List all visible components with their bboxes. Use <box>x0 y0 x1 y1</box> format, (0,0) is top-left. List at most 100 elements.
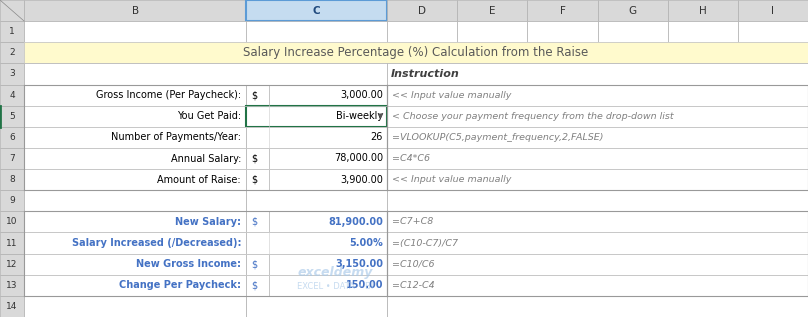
Text: 26: 26 <box>371 133 383 142</box>
Text: Gross Income (Per Paycheck):: Gross Income (Per Paycheck): <box>96 90 241 100</box>
Text: 7: 7 <box>9 154 15 163</box>
Bar <box>0 42 24 63</box>
Bar <box>0 106 24 127</box>
Bar <box>0 275 24 296</box>
Text: H: H <box>699 6 707 16</box>
Bar <box>0 21 24 42</box>
Bar <box>598 21 667 42</box>
Text: 8: 8 <box>9 175 15 184</box>
Text: 11: 11 <box>6 238 18 248</box>
Bar <box>387 275 808 296</box>
Text: E: E <box>489 6 495 16</box>
Text: F: F <box>559 6 566 16</box>
Text: Amount of Raise:: Amount of Raise: <box>158 175 241 184</box>
Bar <box>0 296 24 317</box>
Bar <box>246 232 387 254</box>
Text: 3,000.00: 3,000.00 <box>340 90 383 100</box>
Text: B: B <box>132 6 139 16</box>
Text: Annual Salary:: Annual Salary: <box>170 153 241 164</box>
Text: $: $ <box>250 280 257 290</box>
Text: New Salary:: New Salary: <box>175 217 241 227</box>
Bar <box>24 232 246 254</box>
Bar <box>246 85 268 106</box>
Bar <box>24 148 246 169</box>
Bar <box>246 21 387 42</box>
Bar <box>387 106 808 127</box>
Text: ▼: ▼ <box>378 113 384 119</box>
Bar <box>738 21 808 42</box>
Text: =C4*C6: =C4*C6 <box>392 154 430 163</box>
Bar <box>268 85 387 106</box>
Bar <box>387 211 808 232</box>
Text: 2: 2 <box>9 48 15 57</box>
Bar <box>387 63 808 85</box>
Bar <box>387 254 808 275</box>
Text: Bi-weekly: Bi-weekly <box>336 111 383 121</box>
Text: Salary Increase Percentage (%) Calculation from the Raise: Salary Increase Percentage (%) Calculati… <box>243 46 589 59</box>
Text: You Get Paid:: You Get Paid: <box>177 111 241 121</box>
Text: 14: 14 <box>6 302 18 311</box>
Text: =(C10-C7)/C7: =(C10-C7)/C7 <box>392 238 458 248</box>
Text: 6: 6 <box>9 133 15 142</box>
Bar <box>24 275 246 296</box>
Bar <box>0 85 24 106</box>
Text: =C7+C8: =C7+C8 <box>392 217 433 226</box>
Bar <box>268 211 387 232</box>
Bar <box>24 254 246 275</box>
Text: 9: 9 <box>9 196 15 205</box>
Text: 10: 10 <box>6 217 18 226</box>
Bar <box>0 190 24 211</box>
Bar <box>268 148 387 169</box>
Text: Change Per Paycheck:: Change Per Paycheck: <box>119 280 241 290</box>
Text: =C12-C4: =C12-C4 <box>392 281 435 290</box>
Text: D: D <box>419 6 426 16</box>
Text: << Input value manually: << Input value manually <box>392 175 511 184</box>
Bar <box>387 232 808 254</box>
Text: =VLOOKUP(C5,payment_frequency,2,FALSE): =VLOOKUP(C5,payment_frequency,2,FALSE) <box>392 133 604 142</box>
Text: 5: 5 <box>9 112 15 121</box>
Text: $: $ <box>250 175 257 184</box>
Bar <box>246 0 387 21</box>
Text: 13: 13 <box>6 281 18 290</box>
Text: Instruction: Instruction <box>391 69 460 79</box>
Text: $: $ <box>250 217 257 227</box>
Bar <box>246 296 387 317</box>
Bar <box>246 169 268 190</box>
Bar <box>246 190 387 211</box>
Bar <box>387 21 457 42</box>
Bar <box>24 21 246 42</box>
Bar <box>24 296 246 317</box>
Bar <box>387 296 808 317</box>
Bar <box>246 127 387 148</box>
Text: Salary Increased (/Decreased):: Salary Increased (/Decreased): <box>72 238 241 248</box>
Text: << Input value manually: << Input value manually <box>392 91 511 100</box>
Text: =C10/C6: =C10/C6 <box>392 260 435 269</box>
Bar <box>0 169 24 190</box>
Bar <box>387 85 808 106</box>
Text: $: $ <box>250 153 257 164</box>
Bar <box>457 0 528 21</box>
Bar <box>246 106 387 127</box>
Bar <box>24 127 246 148</box>
Bar <box>246 275 268 296</box>
Text: New Gross Income:: New Gross Income: <box>136 259 241 269</box>
Bar <box>738 0 808 21</box>
Text: exceldemy: exceldemy <box>297 266 373 279</box>
Bar <box>246 148 268 169</box>
Bar <box>667 21 738 42</box>
Bar <box>528 21 598 42</box>
Bar <box>0 232 24 254</box>
Text: 4: 4 <box>9 91 15 100</box>
Bar <box>268 254 387 275</box>
Bar <box>24 190 246 211</box>
Bar <box>246 211 268 232</box>
Bar <box>0 211 24 232</box>
Bar <box>387 0 457 21</box>
Text: 5.00%: 5.00% <box>349 238 383 248</box>
Text: 12: 12 <box>6 260 18 269</box>
Bar <box>387 169 808 190</box>
Text: $: $ <box>250 90 257 100</box>
Bar <box>24 106 246 127</box>
Bar <box>24 0 246 21</box>
Bar <box>268 169 387 190</box>
